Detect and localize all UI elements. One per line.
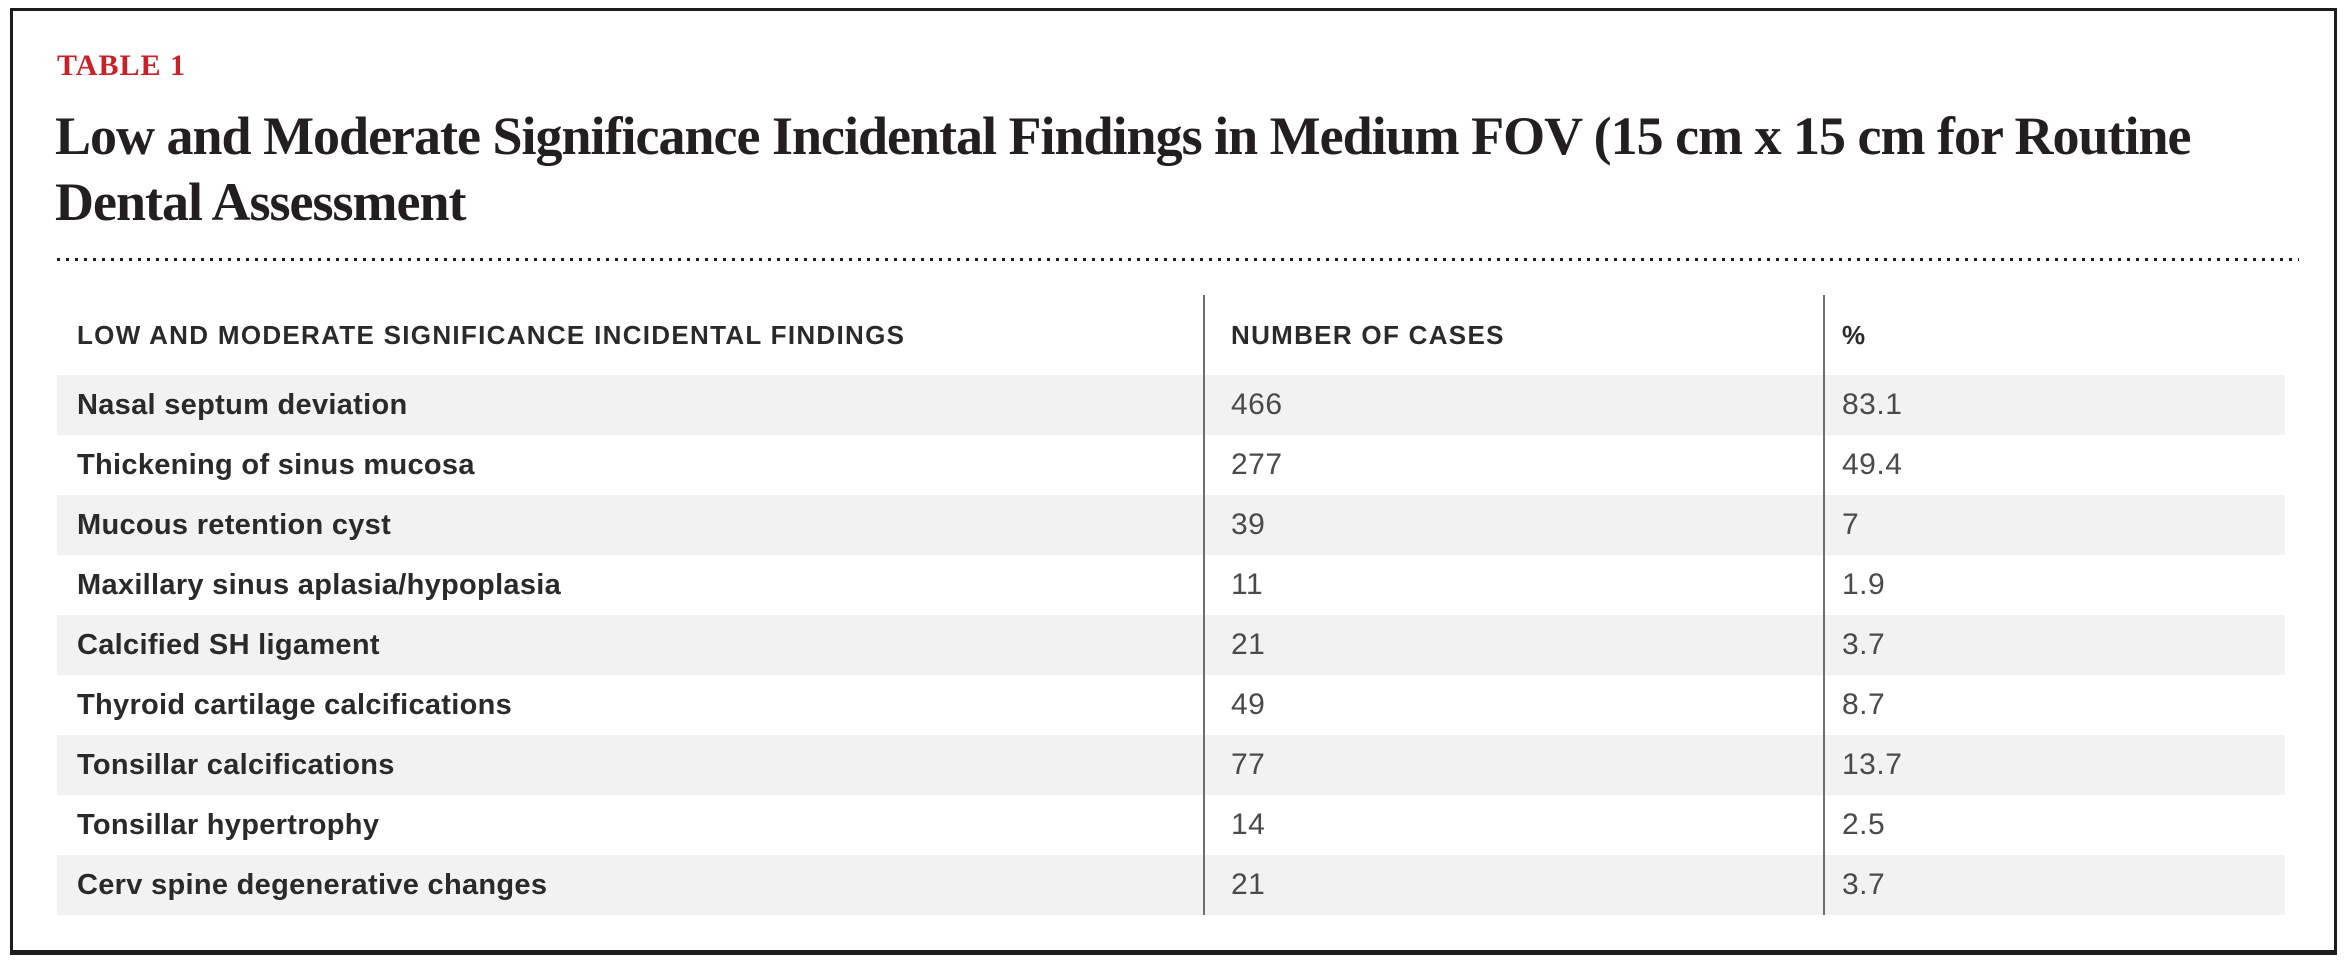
column-header-percent: % — [1823, 295, 2285, 375]
column-header-number-of-cases: NUMBER OF CASES — [1203, 295, 1823, 375]
cell-cases: 21 — [1203, 855, 1823, 915]
table-row: Tonsillar calcifications 77 13.7 — [57, 735, 2285, 795]
cell-percent: 83.1 — [1823, 375, 2285, 435]
table-row: Cerv spine degenerative changes 21 3.7 — [57, 855, 2285, 915]
table-row: Tonsillar hypertrophy 14 2.5 — [57, 795, 2285, 855]
dotted-separator — [57, 258, 2299, 261]
table-title: Low and Moderate Significance Incidental… — [55, 106, 2192, 232]
cell-percent: 49.4 — [1823, 435, 2285, 495]
cell-percent: 2.5 — [1823, 795, 2285, 855]
table-header-row: LOW AND MODERATE SIGNIFICANCE INCIDENTAL… — [57, 295, 2285, 375]
cell-finding: Maxillary sinus aplasia/hypoplasia — [77, 568, 562, 601]
cell-finding: Thyroid cartilage calcifications — [77, 688, 513, 721]
table-row: Calcified SH ligament 21 3.7 — [57, 615, 2285, 675]
table-label: TABLE 1 — [57, 49, 186, 82]
cell-cases: 11 — [1203, 555, 1823, 615]
cell-percent: 13.7 — [1823, 735, 2285, 795]
table-row: Maxillary sinus aplasia/hypoplasia 11 1.… — [57, 555, 2285, 615]
cell-finding: Tonsillar hypertrophy — [77, 808, 380, 841]
table-row: Mucous retention cyst 39 7 — [57, 495, 2285, 555]
table-row: Thickening of sinus mucosa 277 49.4 — [57, 435, 2285, 495]
cell-cases: 277 — [1203, 435, 1823, 495]
data-table: LOW AND MODERATE SIGNIFICANCE INCIDENTAL… — [57, 295, 2285, 915]
cell-cases: 14 — [1203, 795, 1823, 855]
cell-percent: 1.9 — [1823, 555, 2285, 615]
cell-cases: 39 — [1203, 495, 1823, 555]
cell-finding: Tonsillar calcifications — [77, 748, 395, 781]
cell-cases: 77 — [1203, 735, 1823, 795]
cell-percent: 3.7 — [1823, 855, 2285, 915]
table-card-frame: TABLE 1 Low and Moderate Significance In… — [10, 8, 2337, 955]
cell-cases: 466 — [1203, 375, 1823, 435]
cell-percent: 7 — [1823, 495, 2285, 555]
cell-finding: Nasal septum deviation — [77, 388, 408, 421]
cell-cases: 49 — [1203, 675, 1823, 735]
cell-cases: 21 — [1203, 615, 1823, 675]
cell-percent: 3.7 — [1823, 615, 2285, 675]
column-header-findings: LOW AND MODERATE SIGNIFICANCE INCIDENTAL… — [77, 319, 906, 350]
cell-finding: Thickening of sinus mucosa — [77, 448, 475, 481]
cell-finding: Cerv spine degenerative changes — [77, 868, 548, 901]
cell-finding: Mucous retention cyst — [77, 508, 392, 541]
cell-finding: Calcified SH ligament — [77, 628, 380, 661]
cell-percent: 8.7 — [1823, 675, 2285, 735]
table-row: Thyroid cartilage calcifications 49 8.7 — [57, 675, 2285, 735]
table-row: Nasal septum deviation 466 83.1 — [57, 375, 2285, 435]
